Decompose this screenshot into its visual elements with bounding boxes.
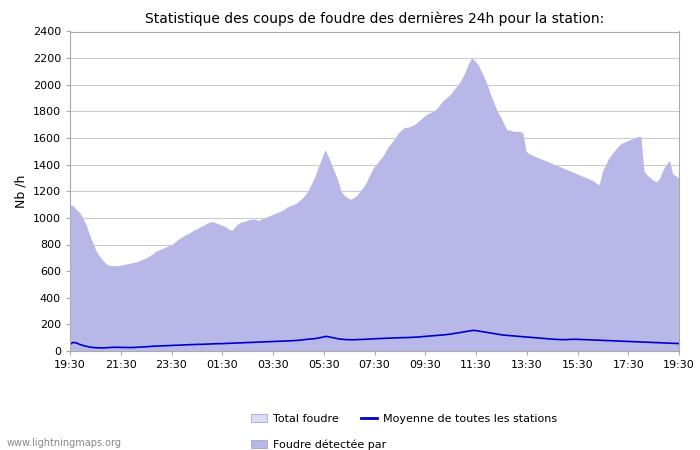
Title: Statistique des coups de foudre des dernières 24h pour la station:: Statistique des coups de foudre des dern… (145, 12, 604, 26)
Y-axis label: Nb /h: Nb /h (14, 175, 27, 208)
Legend: Foudre détectée par: Foudre détectée par (246, 435, 391, 450)
Text: www.lightningmaps.org: www.lightningmaps.org (7, 438, 122, 448)
